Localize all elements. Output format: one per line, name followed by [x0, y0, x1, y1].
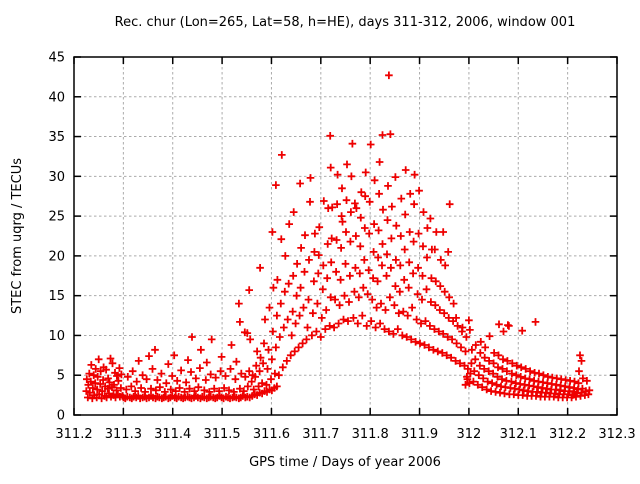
- grid-lines: [74, 57, 617, 415]
- x-tick-label: 311.5: [203, 427, 240, 442]
- x-tick-label: 312.1: [500, 427, 537, 442]
- x-tick-label: 311.9: [401, 427, 438, 442]
- x-tick-label: 311.2: [55, 427, 92, 442]
- x-tick-label: 311.7: [302, 427, 339, 442]
- x-tick-label: 311.8: [352, 427, 389, 442]
- tick-labels: 311.2 311.3 311.4 311.5 311.6 311.7 311.8 311.9…: [48, 51, 635, 443]
- x-tick-label: 312.2: [549, 427, 586, 442]
- x-tick-label: 311.6: [253, 427, 290, 442]
- x-tick-label: 311.3: [105, 427, 142, 442]
- x-tick-label: 311.4: [154, 427, 191, 442]
- y-tick-label: 30: [48, 170, 65, 185]
- y-axis-label: STEC from uqrg / TECUs: [10, 158, 25, 314]
- y-tick-label: 5: [57, 369, 65, 384]
- y-tick-label: 45: [48, 51, 65, 66]
- plot-border: [73, 56, 618, 416]
- x-axis-label: GPS time / Days of year 2006: [249, 455, 441, 470]
- x-tick-label: 312: [456, 427, 481, 442]
- y-tick-label: 35: [48, 130, 65, 145]
- chart-title: Rec. chur (Lon=265, Lat=58, h=HE), days …: [115, 15, 576, 30]
- y-tick-label: 40: [48, 90, 65, 105]
- y-tick-label: 0: [57, 409, 65, 424]
- x-tick-label: 312.3: [598, 427, 635, 442]
- y-tick-label: 10: [48, 329, 65, 344]
- data-points: [82, 71, 594, 403]
- axis-ticks: [73, 56, 618, 416]
- y-tick-label: 20: [48, 249, 65, 264]
- y-tick-label: 15: [48, 289, 65, 304]
- y-tick-label: 25: [48, 210, 65, 225]
